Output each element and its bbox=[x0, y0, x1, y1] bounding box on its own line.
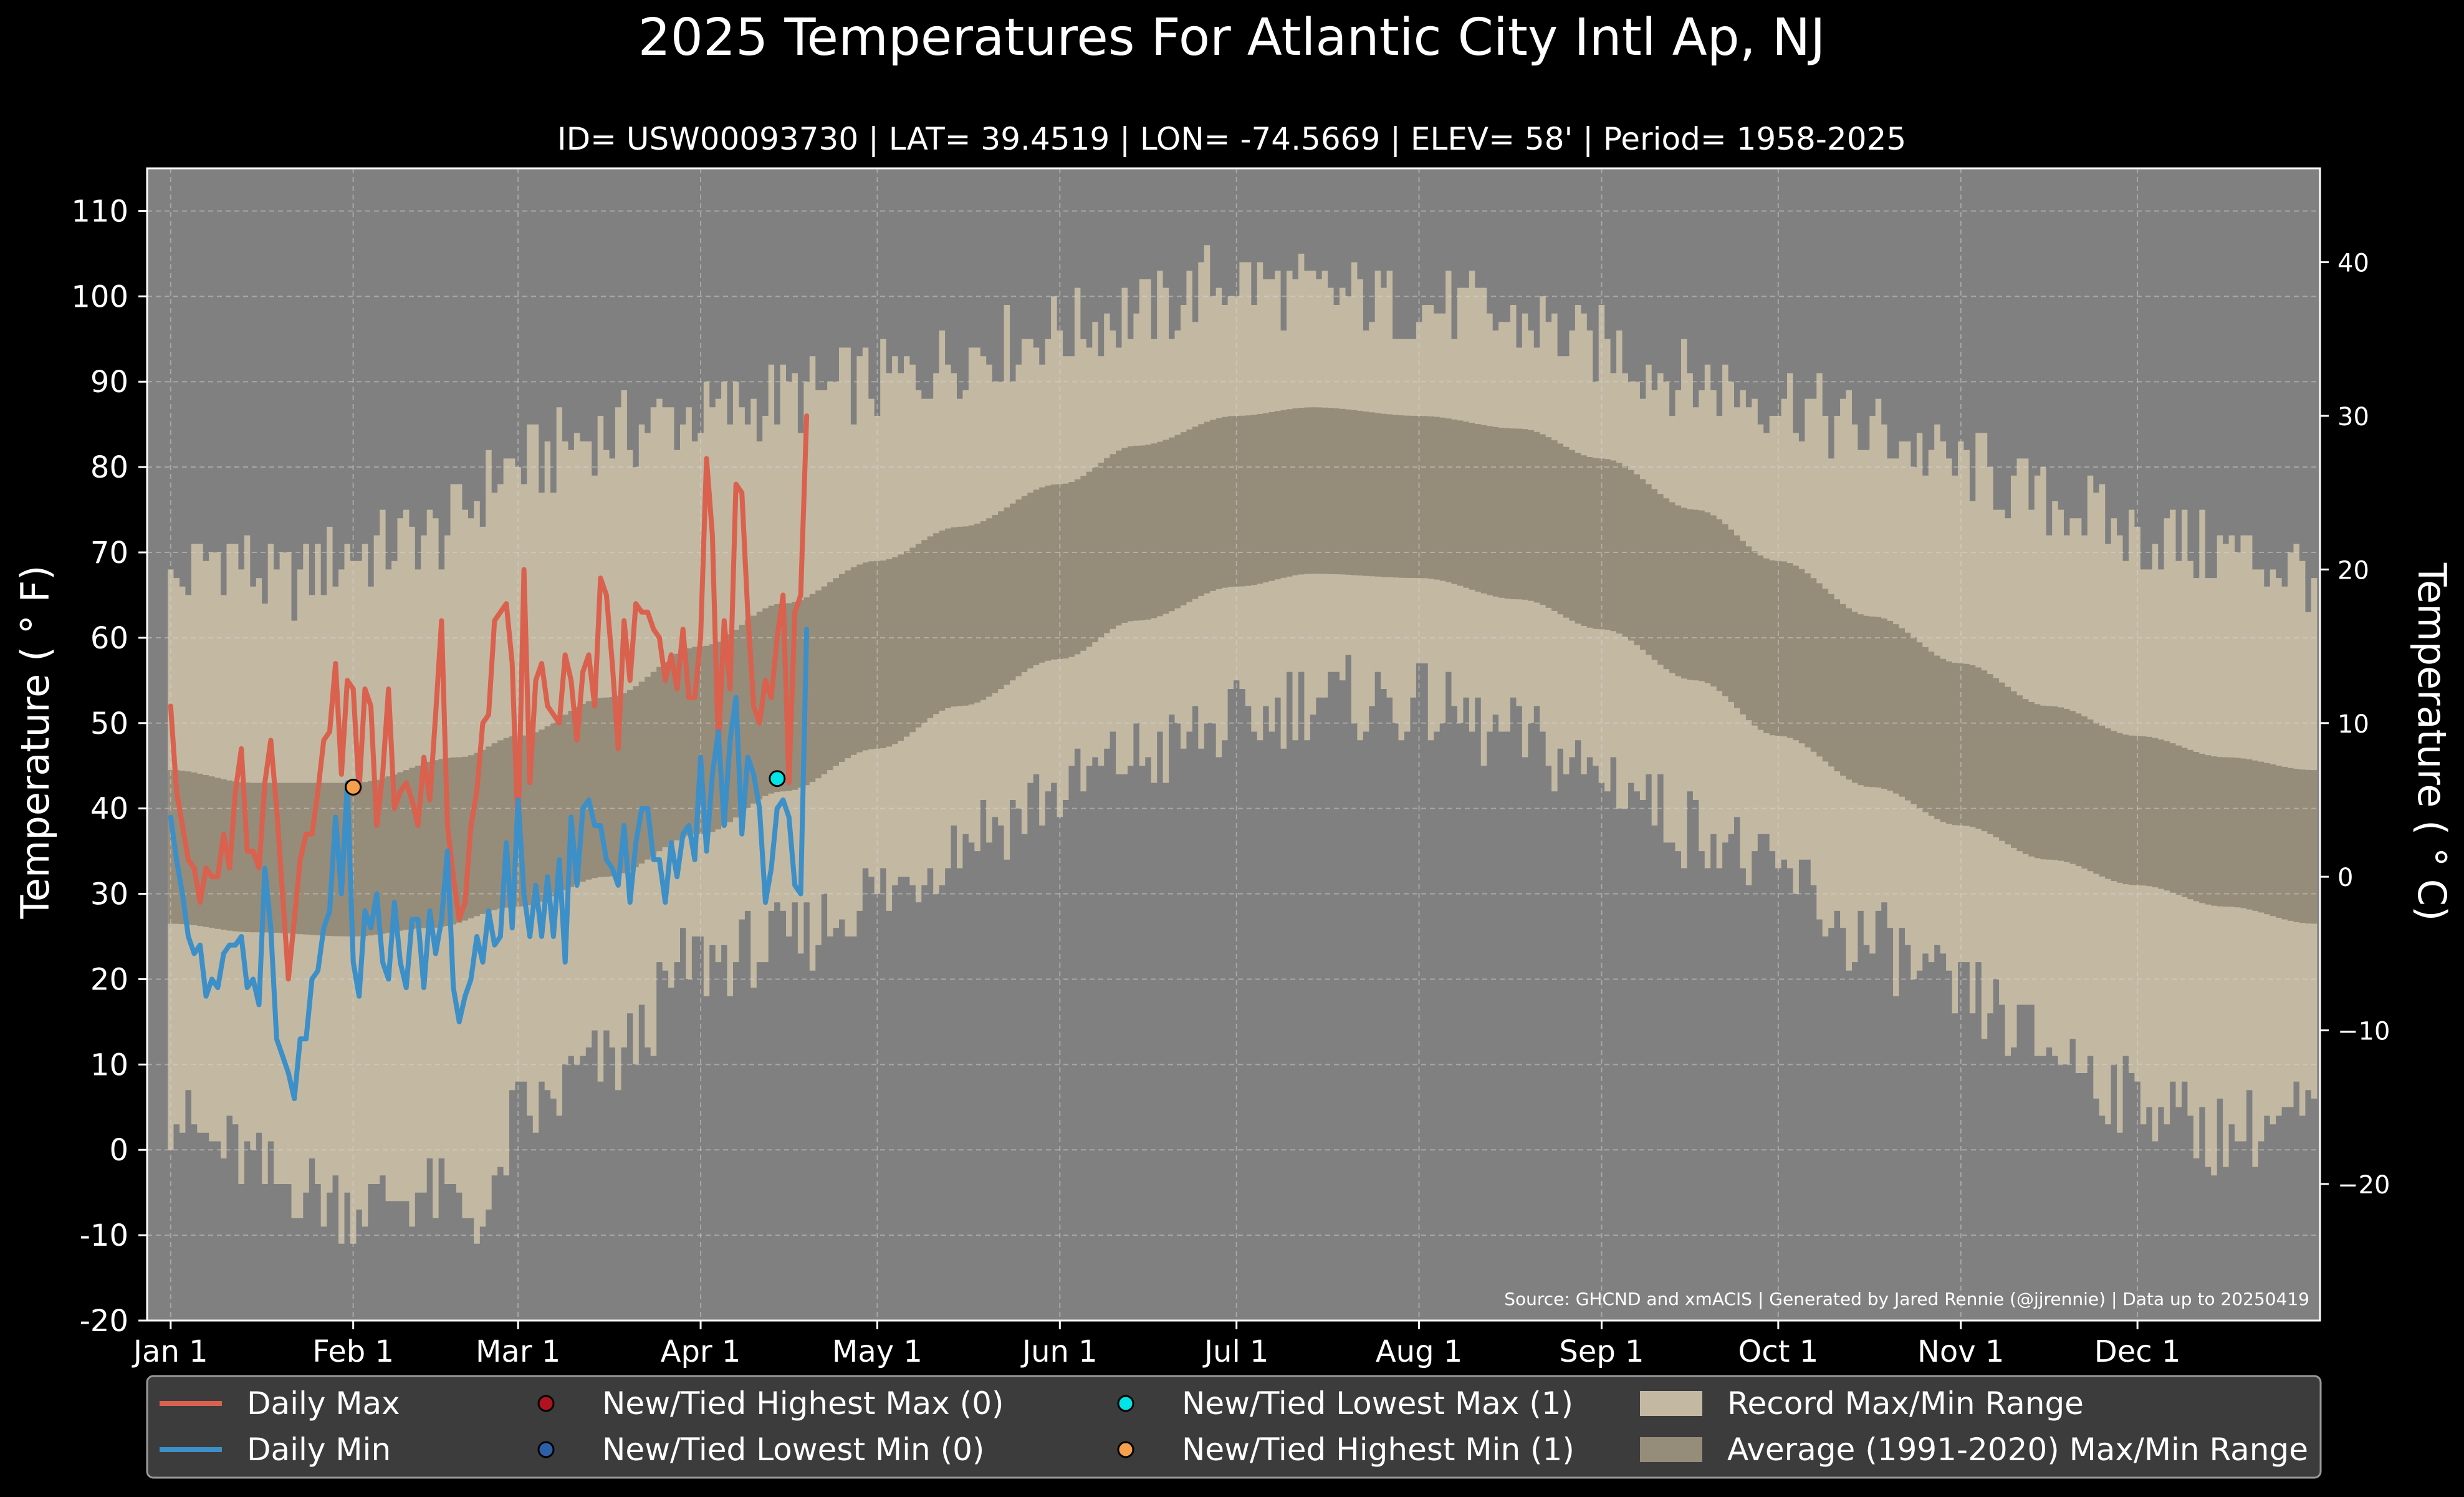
y-tick-label: 90 bbox=[90, 365, 128, 400]
y-tick-label: 100 bbox=[71, 279, 128, 314]
record-marker bbox=[769, 770, 786, 787]
y-tick-label: -10 bbox=[80, 1218, 128, 1253]
legend-box bbox=[146, 1375, 2322, 1479]
y2-tick-label: −20 bbox=[2337, 1171, 2390, 1200]
x-tick-label: Mar 1 bbox=[476, 1334, 560, 1369]
legend-swatch-new-tied-highest-max-0 bbox=[537, 1395, 555, 1412]
legend-label-daily-min: Daily Min bbox=[247, 1432, 391, 1468]
y-tick-label: 40 bbox=[90, 792, 128, 827]
legend-label-average-1991-2020-max-min-range: Average (1991-2020) Max/Min Range bbox=[1727, 1432, 2308, 1468]
daily-max-line bbox=[168, 413, 810, 982]
x-tick-label: May 1 bbox=[832, 1334, 923, 1369]
legend-label-new-tied-lowest-max-1: New/Tied Lowest Max (1) bbox=[1182, 1385, 1573, 1422]
x-tick-label: Feb 1 bbox=[312, 1334, 394, 1369]
legend-label-new-tied-highest-min-1: New/Tied Highest Min (1) bbox=[1182, 1432, 1575, 1468]
y-tick-label: 50 bbox=[90, 706, 128, 741]
legend-swatch-new-tied-lowest-max-1 bbox=[1117, 1395, 1134, 1412]
legend-label-new-tied-highest-max-0: New/Tied Highest Max (0) bbox=[602, 1385, 1004, 1422]
daily-min-line bbox=[168, 627, 810, 1102]
legend-label-daily-max: Daily Max bbox=[247, 1385, 400, 1422]
x-tick-label: Jan 1 bbox=[132, 1334, 208, 1369]
record-marker bbox=[345, 778, 362, 796]
y2-tick-label: 10 bbox=[2337, 710, 2369, 739]
chart-title: 2025 Temperatures For Atlantic City Intl… bbox=[638, 8, 1826, 67]
x-tick-label: Apr 1 bbox=[661, 1334, 741, 1369]
legend-label-record-max-min-range: Record Max/Min Range bbox=[1727, 1385, 2084, 1422]
x-tick-label: Nov 1 bbox=[1917, 1334, 2004, 1369]
y2-tick-label: 20 bbox=[2337, 556, 2369, 585]
x-tick-label: Sep 1 bbox=[1559, 1334, 1644, 1369]
y-tick-label: 20 bbox=[90, 962, 128, 997]
y2-tick-label: 30 bbox=[2337, 403, 2369, 431]
x-tick-label: Jun 1 bbox=[1020, 1334, 1098, 1369]
y-tick-label: 30 bbox=[90, 877, 128, 912]
y-axis-label: Temperature ( ° F) bbox=[12, 566, 58, 920]
legend-label-new-tied-lowest-min-0: New/Tied Lowest Min (0) bbox=[602, 1432, 984, 1468]
y2-tick-label: −10 bbox=[2337, 1018, 2390, 1046]
plot-area: -20 -10 0 10 20 30 40 50 60 70 80 90 100 110 −20 −10 0 10… bbox=[71, 167, 2390, 1369]
legend-swatch-average-1991-2020-max-min-range bbox=[1640, 1437, 1702, 1462]
chart-subtitle: ID= USW00093730 | LAT= 39.4519 | LON= -7… bbox=[557, 121, 1906, 157]
y2-tick-label: 40 bbox=[2337, 249, 2369, 278]
y-tick-label: 110 bbox=[71, 194, 128, 229]
y-tick-label: 60 bbox=[90, 621, 128, 656]
y-tick-label: 80 bbox=[90, 450, 128, 485]
source-note: Source: GHCND and xmACIS | Generated by … bbox=[1504, 1289, 2309, 1309]
legend-swatch-new-tied-highest-min-1 bbox=[1117, 1441, 1134, 1458]
x-tick-label: Oct 1 bbox=[1738, 1334, 1818, 1369]
x-tick-label: Aug 1 bbox=[1376, 1334, 1463, 1369]
legend-swatch-record-max-min-range bbox=[1640, 1391, 1702, 1416]
y-tick-label: 10 bbox=[90, 1047, 128, 1082]
y-tick-label: -20 bbox=[80, 1304, 128, 1339]
y2-axis-label: Temperature ( ° C) bbox=[2409, 562, 2455, 922]
x-tick-label: Jul 1 bbox=[1202, 1334, 1269, 1369]
y-tick-label: 70 bbox=[90, 536, 128, 570]
y2-tick-label: 0 bbox=[2337, 864, 2353, 892]
x-tick-label: Dec 1 bbox=[2094, 1334, 2181, 1369]
legend-swatch-new-tied-lowest-min-0 bbox=[537, 1441, 555, 1458]
legend: Daily Max Daily Min New/Tied Highest Max (… bbox=[146, 1375, 2322, 1479]
y-tick-label: 0 bbox=[109, 1133, 128, 1168]
plot-frame bbox=[146, 167, 2321, 1322]
